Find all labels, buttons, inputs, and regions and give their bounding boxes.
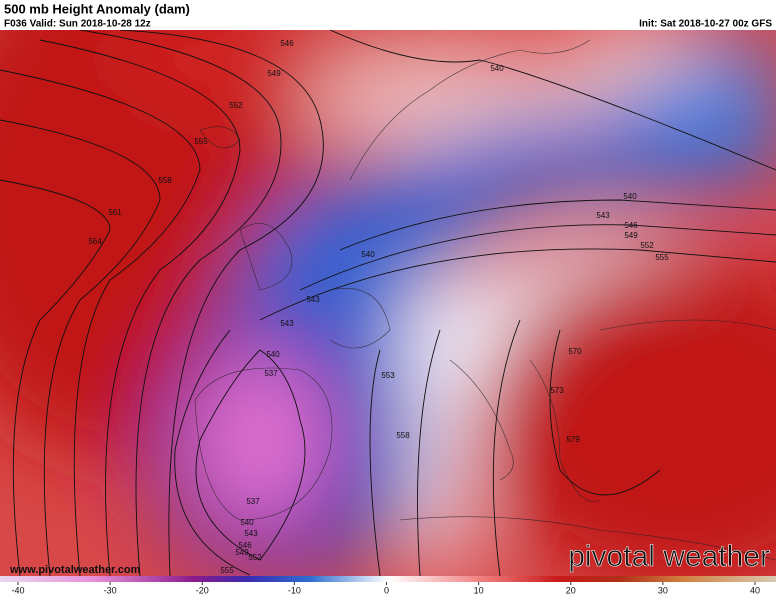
contour-label: 561 [108,208,122,217]
colorbar: -40 -30 -20 -10 0 10 20 30 40 [0,576,776,595]
contour-label: 558 [158,176,172,185]
contour-label: 553 [381,371,395,380]
contour-label: 537 [246,497,260,506]
colorbar-tick-label: -10 [288,585,301,595]
contour-label: 543 [306,295,320,304]
contour-label: 549 [267,69,281,78]
colorbar-tick-label: 10 [474,585,484,595]
website: www.pivotalweather.com [9,564,141,576]
title: 500 mb Height Anomaly (dam) [4,1,190,16]
contour-label: 570 [568,347,582,356]
contour-label: 540 [490,64,504,73]
contour-label: 546 [624,221,638,230]
contour-label: 540 [266,350,280,359]
contours [0,30,776,576]
contour-label: 564 [88,237,102,246]
colorbar-tick-label: 40 [750,585,760,595]
contour-label: 573 [550,386,564,395]
contour-label: 555 [194,137,208,146]
colorbar-scale [0,576,776,582]
colorbar-tick-label: -40 [11,585,24,595]
colorbar-tick-label: -30 [104,585,117,595]
contour-label: 579 [566,435,580,444]
init-time: Init: Sat 2018-10-27 00z GFS [639,19,772,30]
contour-label: 552 [640,241,654,250]
colorbar-tick-label: 30 [658,585,668,595]
contour-label: 555 [655,253,669,262]
contour-label: 537 [264,369,278,378]
map: 5465495525555585615645405405435465495525… [0,30,776,576]
contour-label: 552 [229,101,243,110]
contour-label: 549 [235,548,249,557]
contour-label: 558 [396,431,410,440]
contour-label: 555 [220,566,234,575]
brand: pivotal weather [568,540,770,573]
contour-label: 540 [623,192,637,201]
valid-time: F036 Valid: Sun 2018-10-28 12z [4,19,151,30]
contour-label: 543 [244,529,258,538]
contour-label: 549 [624,231,638,240]
colorbar-tick-label: -20 [196,585,209,595]
coastlines [194,39,776,561]
contour-label: 546 [238,541,252,550]
contour-label: 552 [248,553,262,562]
contour-label: 546 [280,39,294,48]
contour-label: 540 [361,250,375,259]
colorbar-tick-label: 20 [566,585,576,595]
colorbar-tick-label: 0 [384,585,389,595]
contour-label: 543 [280,319,294,328]
contour-label: 543 [596,211,610,220]
contour-label: 540 [240,518,254,527]
